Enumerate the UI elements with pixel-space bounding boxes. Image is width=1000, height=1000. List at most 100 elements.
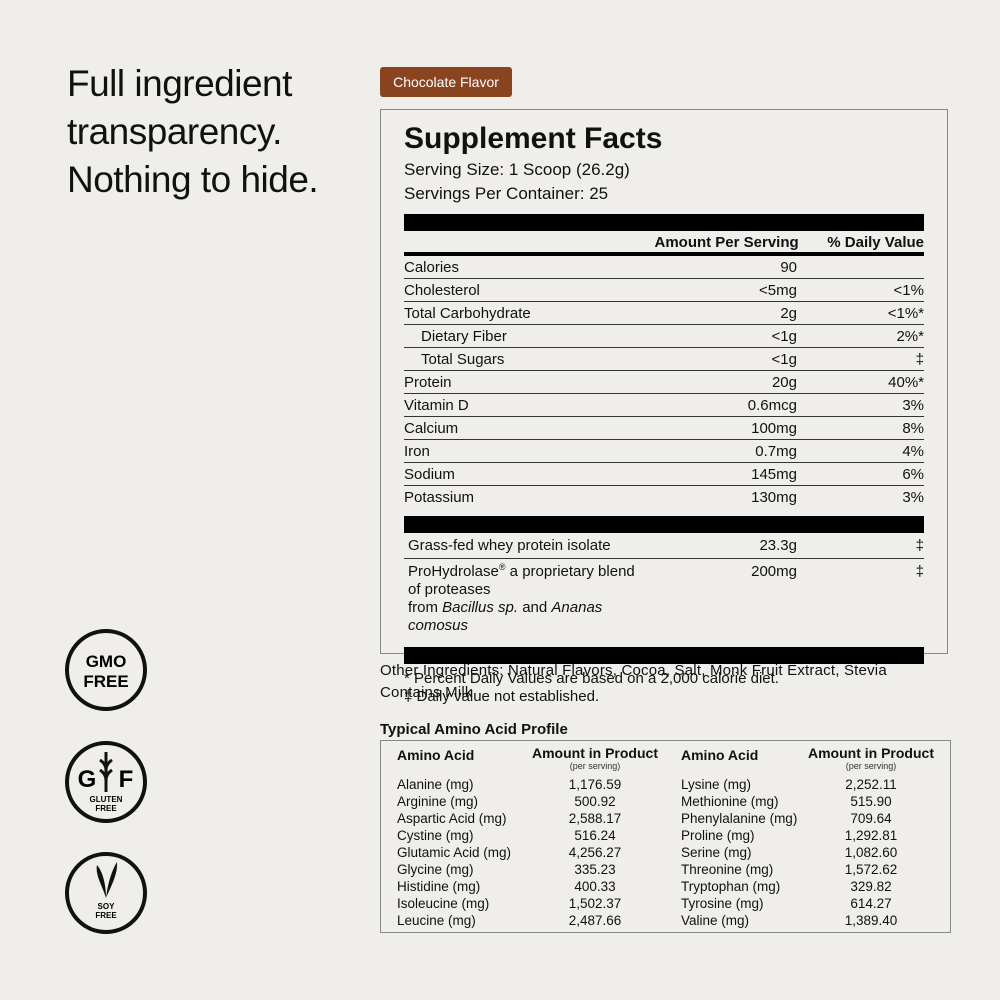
amino-note: (per serving) <box>569 761 621 771</box>
facts-rows: Calories 90 Cholesterol <5mg <1% Total Carboh… <box>404 256 924 508</box>
amino-name: Cystine (mg) <box>397 828 474 843</box>
icon-text: GLUTEN <box>90 795 123 804</box>
soy-icon <box>96 862 118 898</box>
amino-header: Amount in Product <box>808 745 934 761</box>
amino-name: Proline (mg) <box>681 828 755 843</box>
rule <box>404 214 924 231</box>
amino-name: Threonine (mg) <box>681 862 774 877</box>
nutrient-name: Calcium <box>404 420 459 437</box>
amino-name: Methionine (mg) <box>681 794 779 809</box>
icons: GMO FREE G F GLUTEN FREE SOY FREE <box>65 629 147 934</box>
blend-name-part: a proprietary blend of proteases <box>408 563 635 598</box>
amino-value: 400.33 <box>574 879 616 894</box>
amino-name: Tyrosine (mg) <box>681 896 764 911</box>
amino-name: Histidine (mg) <box>397 879 481 894</box>
icon-text: FREE <box>83 672 128 691</box>
footnote: * Percent Daily Values are based on a 2,… <box>404 670 779 687</box>
nutrient-name: Protein <box>404 374 452 391</box>
headline: Full ingredient transparency. Nothing to… <box>67 60 319 204</box>
amino-name: Isoleucine (mg) <box>397 896 490 911</box>
facts-row: Iron 0.7mg 4% <box>404 440 924 463</box>
icon-text: FREE <box>95 911 117 920</box>
nutrient-amount: 20g <box>771 374 797 391</box>
rule <box>404 516 924 533</box>
other-line: Other Ingredients: Natural Flavors, Coco… <box>380 662 887 679</box>
amino-value: 1,389.40 <box>844 913 898 928</box>
nutrient-name: Vitamin D <box>404 397 469 414</box>
facts-row: Cholesterol <5mg <1% <box>404 279 924 302</box>
nutrient-dv: 3% <box>902 397 924 414</box>
blend-name-part: from <box>408 599 443 616</box>
wheat-icon <box>99 752 113 792</box>
icon-text: SOY <box>98 902 116 911</box>
amino-value: 515.90 <box>850 794 892 809</box>
footnote: ‡ Daily value not established. <box>404 688 600 705</box>
nutrient-dv: ‡ <box>915 351 924 368</box>
facts-row: Calcium 100mg 8% <box>404 417 924 440</box>
nutrient-name: Iron <box>404 443 430 460</box>
nutrient-name: Total Carbohydrate <box>404 305 531 322</box>
amino-value: 2,487.66 <box>568 913 622 928</box>
amino-value: 1,572.62 <box>844 862 898 877</box>
blend-name: ProHydrolase® a proprietary blend of pro… <box>408 563 647 635</box>
nutrient-amount: <1g <box>771 328 797 345</box>
amino-name: Arginine (mg) <box>397 794 479 809</box>
nutrient-dv: 3% <box>902 489 924 506</box>
facts-row: Total Sugars <1g ‡ <box>404 348 924 371</box>
nutrient-name: Sodium <box>404 466 455 483</box>
nutrient-dv: 2%* <box>896 328 924 345</box>
facts-row: Total Carbohydrate 2g <1%* <box>404 302 924 325</box>
nutrient-dv: <1%* <box>887 305 924 322</box>
facts-row: Dietary Fiber <1g 2%* <box>404 325 924 348</box>
servings: Servings Per Container: 25 <box>404 184 609 203</box>
nutrient-amount: 130mg <box>751 489 797 506</box>
blend-name-part: ® <box>498 562 506 572</box>
facts-row: Protein 20g 40%* <box>404 371 924 394</box>
nutrient-amount: <5mg <box>759 282 797 299</box>
nutrient-name: Total Sugars <box>421 351 505 368</box>
amino-value: 4,256.27 <box>568 845 622 860</box>
flavor-badge: Chocolate Flavor <box>380 67 512 97</box>
blend-amount: 200mg <box>751 563 797 580</box>
nutrient-amount: 0.7mg <box>755 443 797 460</box>
other-line: Contains Milk <box>380 684 473 701</box>
blend-name-part: and <box>518 599 552 616</box>
nutrient-dv: <1% <box>893 282 924 299</box>
facts-title: Supplement Facts <box>404 122 663 155</box>
amino-table: Amino Acid Amount in Product (per serving)… <box>380 740 951 933</box>
amino-note: (per serving) <box>845 761 897 771</box>
blend-name-part: Ananas comosus <box>408 599 603 634</box>
amino-title: Typical Amino Acid Profile <box>380 721 568 738</box>
blend-name-part: Grass-fed whey protein isolate <box>408 537 611 554</box>
nutrient-dv: 6% <box>902 466 924 483</box>
amino-value: 614.27 <box>850 896 892 911</box>
blend-name: Grass-fed whey protein isolate <box>408 537 647 555</box>
icon-ring <box>65 852 147 934</box>
amino-header: Amino Acid <box>397 747 475 763</box>
amino-name: Alanine (mg) <box>397 777 474 792</box>
amino-value: 709.64 <box>850 811 892 826</box>
amino-value: 335.23 <box>574 862 616 877</box>
amino-name: Phenylalanine (mg) <box>681 811 798 826</box>
nutrient-amount: 100mg <box>751 420 797 437</box>
headline-line: Nothing to hide. <box>67 159 319 200</box>
nutrient-name: Cholesterol <box>404 282 480 299</box>
nutrient-dv: 8% <box>902 420 924 437</box>
nutrient-amount: 145mg <box>751 466 797 483</box>
nutrient-amount: 90 <box>780 259 797 276</box>
icon-text: G <box>78 766 97 793</box>
facts-header: Amount Per Serving % Daily Value <box>404 231 924 256</box>
serving-size: Serving Size: 1 Scoop (26.2g) <box>404 160 630 179</box>
amino-name: Lysine (mg) <box>681 777 752 792</box>
facts-panel: Supplement Facts Serving Size: 1 Scoop (… <box>380 109 948 705</box>
amino-value: 1,502.37 <box>568 896 622 911</box>
blend-amount: 23.3g <box>759 537 797 554</box>
facts-row: Potassium 130mg 3% <box>404 486 924 508</box>
header-cell: Amount Per Serving <box>654 234 799 251</box>
nutrient-amount: 2g <box>780 305 797 322</box>
amino-name: Leucine (mg) <box>397 913 476 928</box>
amino-name: Glycine (mg) <box>397 862 474 877</box>
blend-row: ProHydrolase® a proprietary blend of pro… <box>404 559 924 638</box>
amino-value: 329.82 <box>850 879 892 894</box>
amino-value: 1,292.81 <box>844 828 898 843</box>
